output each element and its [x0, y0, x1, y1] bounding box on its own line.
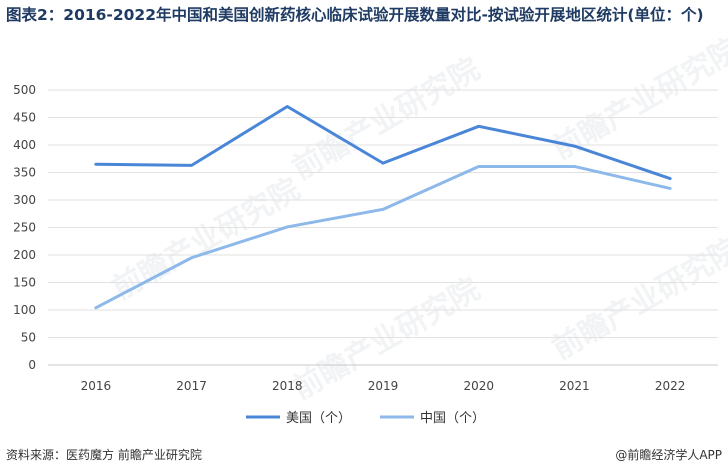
x-axis: 2016 2017 2018 2019 2020 2021 2022 — [81, 379, 686, 393]
series-line-cn — [94, 164, 672, 310]
x-tick-label: 2017 — [176, 379, 207, 393]
watermark-text: 前瞻产业研究院 — [547, 232, 728, 367]
y-tick-label: 500 — [13, 83, 36, 97]
y-tick-label: 200 — [13, 248, 36, 262]
footer: 资料来源：医药魔方 前瞻产业研究院 @前瞻经济学人APP — [6, 444, 722, 464]
y-tick-label: 400 — [13, 138, 36, 152]
y-tick-label: 50 — [21, 331, 36, 345]
x-tick-label: 2020 — [463, 379, 494, 393]
legend-label: 中国（个） — [420, 411, 485, 426]
legend-label: 美国（个） — [286, 411, 351, 426]
y-tick-label: 100 — [13, 303, 36, 317]
series-line-us — [94, 105, 672, 181]
y-tick-label: 0 — [28, 358, 36, 372]
chart-title: 图表2：2016-2022年中国和美国创新药核心临床试验开展数量对比-按试验开展… — [6, 6, 704, 24]
legend: 美国（个） 中国（个） — [246, 411, 485, 426]
x-tick-label: 2019 — [368, 379, 399, 393]
grid-lines — [48, 89, 718, 366]
y-tick-label: 150 — [13, 276, 36, 290]
y-tick-label: 250 — [13, 221, 36, 235]
x-tick-label: 2021 — [559, 379, 590, 393]
y-tick-label: 450 — [13, 111, 36, 125]
x-tick-label: 2022 — [655, 379, 686, 393]
watermark-text: 前瞻产业研究院 — [287, 52, 486, 187]
y-axis: 0 50 100 150 200 250 300 350 400 450 500 — [13, 83, 36, 372]
y-tick-label: 300 — [13, 193, 36, 207]
series-lines — [94, 105, 672, 310]
brand-label: @前瞻经济学人APP — [615, 447, 722, 462]
source-note: 资料来源：医药魔方 前瞻产业研究院 — [6, 447, 202, 462]
x-tick-label: 2018 — [272, 379, 303, 393]
y-tick-label: 350 — [13, 166, 36, 180]
x-tick-label: 2016 — [81, 379, 112, 393]
